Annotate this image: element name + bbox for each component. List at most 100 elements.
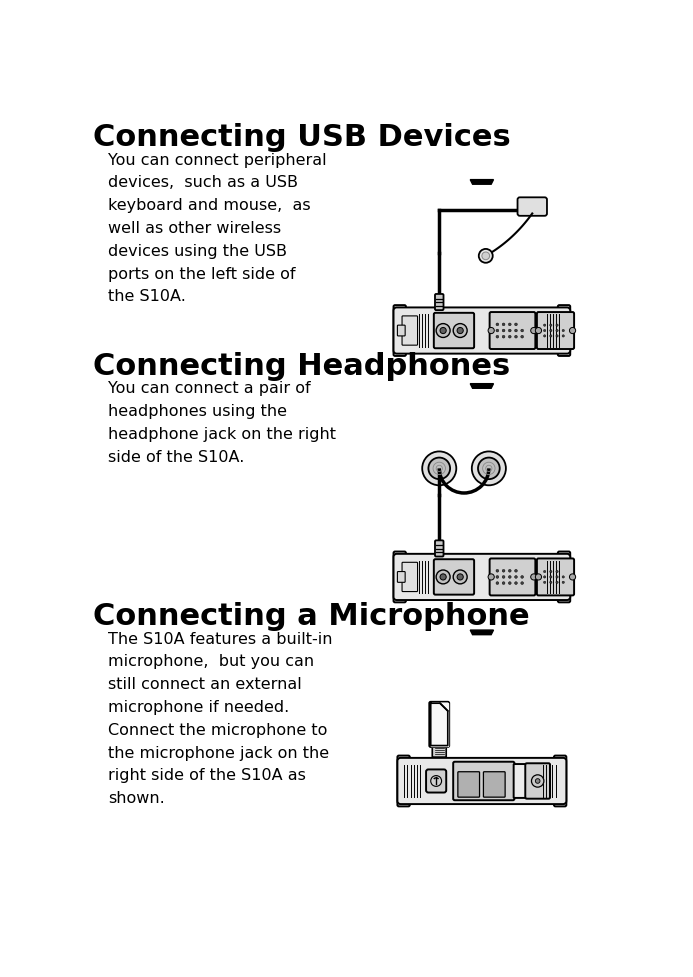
Circle shape (502, 570, 505, 573)
Circle shape (562, 335, 564, 337)
FancyBboxPatch shape (394, 552, 406, 603)
FancyBboxPatch shape (435, 294, 444, 310)
Circle shape (502, 329, 505, 332)
FancyBboxPatch shape (537, 312, 574, 349)
Circle shape (496, 323, 499, 325)
Circle shape (520, 335, 524, 338)
Circle shape (509, 335, 511, 338)
FancyBboxPatch shape (554, 755, 566, 806)
Circle shape (436, 323, 450, 337)
Circle shape (440, 327, 446, 333)
Circle shape (556, 324, 559, 326)
Circle shape (502, 335, 505, 338)
Circle shape (570, 327, 576, 333)
Circle shape (496, 335, 499, 338)
Polygon shape (471, 384, 493, 388)
Circle shape (478, 457, 500, 479)
Circle shape (509, 329, 511, 332)
Text: Connecting USB Devices: Connecting USB Devices (93, 123, 511, 152)
Circle shape (488, 327, 494, 333)
FancyBboxPatch shape (397, 758, 566, 804)
FancyBboxPatch shape (490, 312, 536, 349)
Circle shape (515, 335, 518, 338)
Circle shape (536, 573, 541, 580)
Circle shape (440, 573, 446, 580)
Circle shape (509, 323, 511, 325)
Circle shape (536, 327, 541, 333)
FancyBboxPatch shape (458, 772, 480, 797)
Circle shape (502, 581, 505, 584)
Circle shape (550, 581, 552, 583)
FancyBboxPatch shape (402, 316, 418, 345)
Circle shape (453, 323, 467, 337)
FancyBboxPatch shape (434, 559, 474, 595)
Circle shape (543, 571, 546, 573)
FancyBboxPatch shape (397, 325, 405, 336)
Circle shape (509, 575, 511, 578)
Circle shape (556, 571, 559, 573)
Circle shape (531, 573, 537, 580)
Circle shape (520, 581, 524, 584)
Circle shape (550, 329, 552, 331)
FancyBboxPatch shape (453, 762, 514, 800)
Circle shape (520, 575, 524, 578)
FancyBboxPatch shape (394, 305, 406, 356)
FancyBboxPatch shape (537, 559, 574, 595)
Circle shape (457, 573, 464, 580)
Circle shape (515, 323, 518, 325)
FancyBboxPatch shape (397, 572, 405, 582)
FancyBboxPatch shape (397, 755, 410, 806)
Circle shape (479, 249, 493, 263)
Circle shape (556, 329, 559, 331)
FancyBboxPatch shape (558, 552, 570, 603)
Circle shape (496, 581, 499, 584)
FancyBboxPatch shape (394, 308, 570, 354)
Circle shape (550, 575, 552, 578)
Polygon shape (471, 630, 493, 635)
FancyBboxPatch shape (435, 540, 444, 557)
Circle shape (515, 570, 518, 573)
Circle shape (496, 329, 499, 332)
Circle shape (422, 451, 456, 486)
Circle shape (520, 329, 524, 332)
Circle shape (550, 571, 552, 573)
FancyBboxPatch shape (518, 197, 547, 216)
Polygon shape (471, 180, 493, 185)
Circle shape (515, 329, 518, 332)
Circle shape (453, 570, 467, 584)
Circle shape (488, 573, 494, 580)
Circle shape (472, 451, 506, 486)
Circle shape (532, 775, 544, 787)
FancyBboxPatch shape (525, 763, 550, 798)
FancyBboxPatch shape (490, 559, 536, 595)
Circle shape (550, 335, 552, 337)
Circle shape (509, 570, 511, 573)
Circle shape (515, 575, 518, 578)
Circle shape (509, 581, 511, 584)
Polygon shape (431, 703, 448, 745)
Circle shape (543, 324, 546, 326)
FancyBboxPatch shape (434, 313, 474, 348)
FancyBboxPatch shape (432, 744, 446, 757)
Text: The S10A features a built-in
microphone,  but you can
still connect an external
: The S10A features a built-in microphone,… (108, 631, 333, 806)
Circle shape (556, 575, 559, 578)
Circle shape (502, 575, 505, 578)
Circle shape (550, 324, 552, 326)
Circle shape (543, 581, 546, 583)
Circle shape (436, 570, 450, 584)
FancyBboxPatch shape (558, 305, 570, 356)
Circle shape (562, 575, 564, 578)
Circle shape (457, 327, 464, 333)
Circle shape (536, 779, 540, 784)
Circle shape (570, 573, 576, 580)
Circle shape (556, 335, 559, 337)
FancyBboxPatch shape (426, 770, 446, 792)
Circle shape (482, 252, 490, 260)
Circle shape (543, 329, 546, 331)
FancyBboxPatch shape (484, 772, 505, 797)
Text: Connecting Headphones: Connecting Headphones (93, 352, 510, 381)
FancyBboxPatch shape (394, 554, 570, 600)
FancyBboxPatch shape (402, 563, 418, 591)
Circle shape (502, 323, 505, 325)
Circle shape (543, 335, 546, 337)
